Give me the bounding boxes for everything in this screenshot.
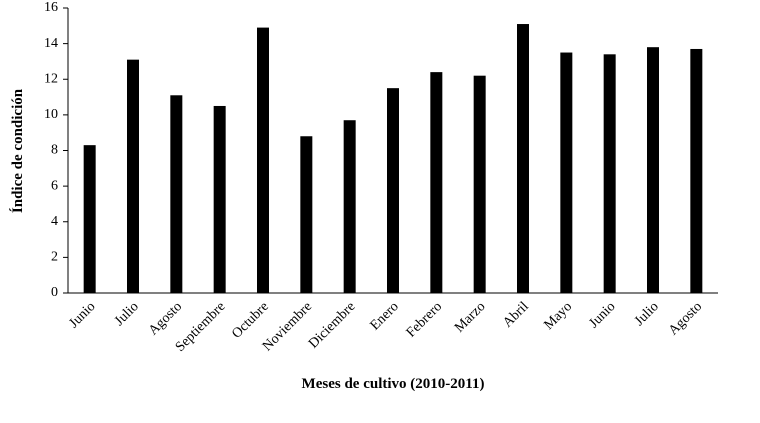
y-axis-title: Índice de condición [9,88,26,213]
x-tick-label: Junio [586,299,618,331]
bar [560,52,573,293]
x-tick-label: Diciembre [306,299,358,351]
x-tick-label: Mayo [541,299,575,333]
bar [603,54,616,293]
x-tick-label: Enero [368,299,402,333]
x-tick-label: Abril [500,299,532,331]
x-tick-label: Agosto [146,299,185,338]
y-tick-label: 6 [51,178,58,193]
x-tick-label: Junio [66,299,98,331]
bar [473,75,486,293]
y-tick-label: 16 [44,0,58,15]
y-tick-label: 2 [51,250,58,265]
bar [343,120,356,293]
x-tick-label: Febrero [404,299,445,340]
x-tick-label: Marzo [452,299,488,335]
y-tick-label: 12 [44,71,58,86]
x-axis-title: Meses de cultivo (2010-2011) [302,376,485,392]
bar [647,47,659,293]
y-tick-label: 14 [44,36,58,51]
bar [127,59,139,293]
bar [387,88,399,293]
bar [83,145,96,293]
y-tick-label: 10 [44,107,58,122]
x-tick-label: Julio [112,299,142,329]
y-tick-label: 4 [51,214,58,229]
bar [690,48,703,293]
x-tick-label: Agosto [666,299,705,338]
bar [300,136,313,293]
x-tick-label: Julio [632,299,662,329]
y-tick-label: 0 [51,285,58,300]
bar [213,105,226,293]
bar [170,95,183,293]
bar [430,72,443,293]
bar [257,27,269,293]
y-tick-label: 8 [51,143,58,158]
bar [517,24,529,293]
x-tick-label: Octubre [229,299,271,341]
